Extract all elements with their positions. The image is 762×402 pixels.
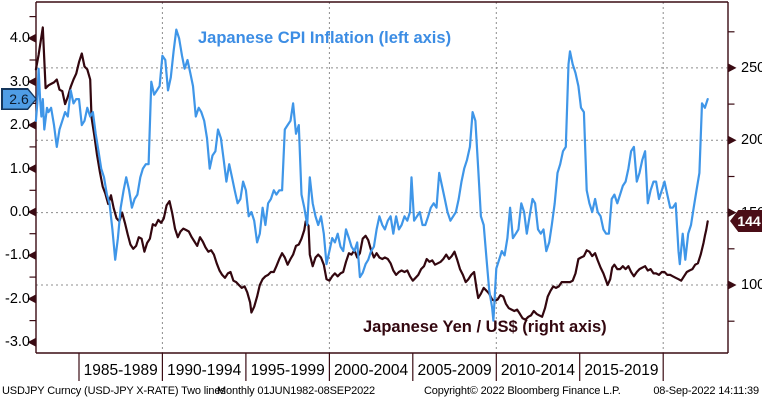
statusbar-period-range: Monthly 01JUN1982-08SEP2022 bbox=[217, 385, 375, 397]
left-axis-tick-arrow bbox=[27, 294, 36, 304]
left-axis-tick-arrow bbox=[27, 164, 36, 174]
status-bar: USDJPY Curncy (USD-JPY X-RATE) Two lines… bbox=[0, 383, 762, 402]
statusbar-security-description: USDJPY Curncy (USD-JPY X-RATE) Two lines bbox=[2, 385, 226, 397]
left-axis-tick-label: 0.0 bbox=[9, 204, 30, 220]
yen-series-label: Japanese Yen / US$ (right axis) bbox=[363, 318, 607, 336]
left-axis-tick-label: 4.0 bbox=[9, 30, 30, 47]
cpi-current-value: 2.6 bbox=[2, 89, 36, 109]
right-axis-tick-label: 100 bbox=[741, 277, 762, 293]
left-axis-tick-arrow bbox=[27, 77, 36, 87]
x-axis-period-label: 1985-1989 bbox=[83, 362, 158, 379]
cpi-series-label: Japanese CPI Inflation (left axis) bbox=[198, 29, 452, 47]
right-axis-tick-label: 200 bbox=[741, 132, 762, 149]
right-axis-tick-label: 250 bbox=[741, 59, 762, 76]
statusbar-copyright: Copyright© 2022 Bloomberg Finance L.P. bbox=[424, 385, 621, 397]
right-axis-tick-arrow bbox=[728, 280, 737, 290]
x-axis-period-label: 2010-2014 bbox=[500, 362, 576, 379]
left-axis-tick-arrow bbox=[27, 207, 36, 217]
cpi-line-series bbox=[34, 28, 709, 322]
right-axis-tick-arrow bbox=[728, 63, 737, 73]
left-axis-tick-label: -2.0 bbox=[5, 290, 30, 307]
left-axis-tick-label: 3.0 bbox=[9, 73, 30, 90]
x-axis-period-label: 2000-2004 bbox=[334, 362, 409, 379]
x-axis-period-label: 2015-2019 bbox=[584, 362, 659, 379]
yen-current-value-badge: 144 bbox=[730, 210, 762, 232]
left-axis-tick-label: -3.0 bbox=[5, 334, 30, 351]
right-axis-tick-arrow bbox=[728, 208, 737, 218]
yen-line-series bbox=[34, 26, 709, 321]
left-axis-tick-label: -1.0 bbox=[5, 247, 30, 264]
left-axis-tick-label: 1.0 bbox=[9, 160, 30, 177]
x-axis-period-label: 1990-1994 bbox=[167, 362, 242, 379]
x-axis-period-label: 2005-2009 bbox=[417, 362, 492, 379]
left-axis-tick-arrow bbox=[27, 250, 36, 260]
x-axis-period-label: 1995-1999 bbox=[250, 362, 325, 379]
left-axis-tick-arrow bbox=[27, 120, 36, 130]
left-axis-tick-arrow bbox=[27, 33, 36, 43]
right-axis-tick-arrow bbox=[728, 135, 737, 145]
left-axis-tick-label: 2.0 bbox=[9, 117, 30, 134]
left-axis-tick-arrow bbox=[27, 337, 36, 347]
statusbar-timestamp: 08-Sep-2022 14:11:39 bbox=[653, 385, 759, 397]
cpi-current-value-badge: 2.6 bbox=[1, 88, 37, 110]
